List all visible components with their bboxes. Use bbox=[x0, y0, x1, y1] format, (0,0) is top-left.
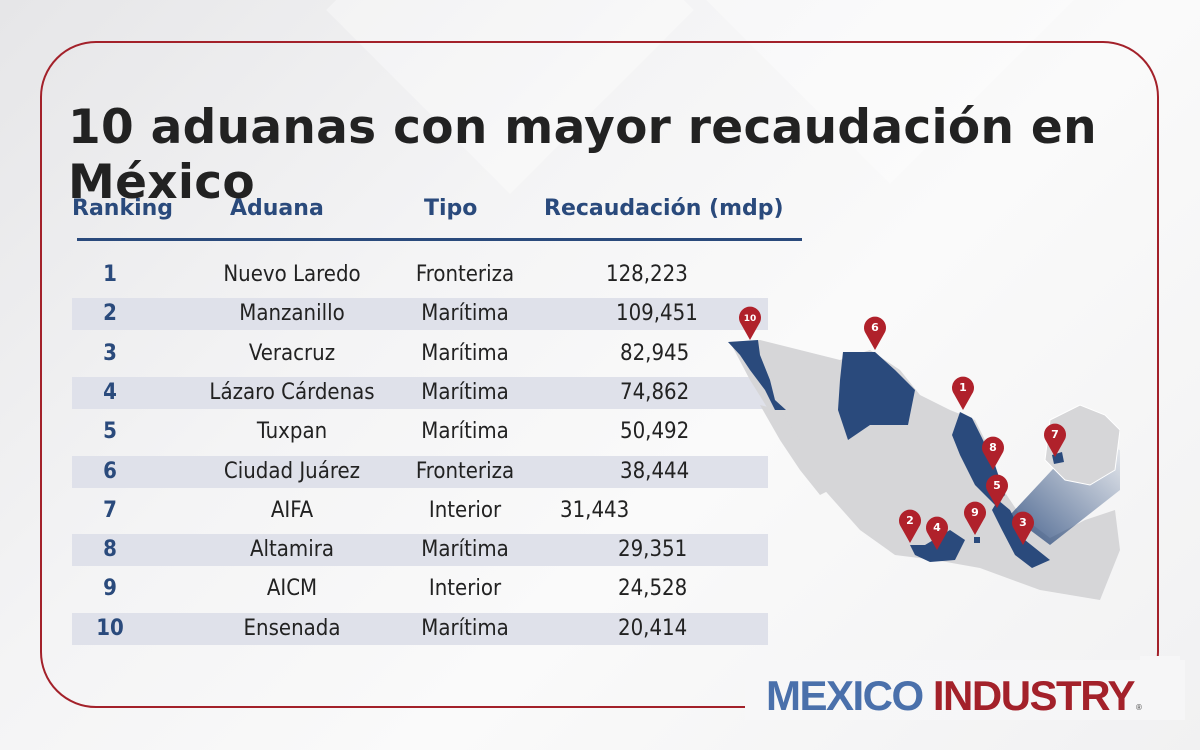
rank-cell: 2 bbox=[103, 301, 117, 327]
pin-label: 7 bbox=[1051, 428, 1059, 441]
state-baja-california bbox=[728, 340, 786, 410]
tipo-cell: Marítima bbox=[421, 340, 509, 366]
tipo-cell: Interior bbox=[428, 576, 502, 602]
aduana-cell: Nuevo Laredo bbox=[223, 262, 361, 287]
page-title: 10 aduanas con mayor recaudación en Méxi… bbox=[68, 100, 1097, 210]
recaudacion-cell: 74,862 bbox=[620, 379, 690, 405]
rank-cell: 4 bbox=[103, 379, 117, 405]
tipo-cell: Fronteriza bbox=[415, 262, 515, 287]
aduana-cell: Ciudad Juárez bbox=[223, 458, 361, 484]
recaudacion-cell: 24,528 bbox=[618, 576, 688, 602]
tipo-cell: Marítima bbox=[421, 537, 509, 563]
recaudacion-cell: 82,945 bbox=[620, 340, 690, 366]
map-pin-8: 8 bbox=[982, 436, 1004, 470]
pin-label: 5 bbox=[993, 479, 1001, 492]
map-pin-1: 1 bbox=[952, 376, 974, 410]
recaudacion-cell: 50,492 bbox=[620, 419, 690, 445]
aduana-cell: Ensenada bbox=[243, 615, 341, 641]
map-pin-10: 10 bbox=[739, 306, 761, 340]
content-frame bbox=[40, 41, 1159, 708]
recaudacion-cell: 20,414 bbox=[618, 615, 688, 641]
map-pin-7: 7 bbox=[1044, 423, 1066, 457]
map-baja bbox=[760, 405, 830, 495]
table-row: 5 Tuxpan Marítima 50,492 bbox=[72, 416, 768, 448]
map-pin-2: 2 bbox=[899, 509, 921, 543]
rank-cell: 6 bbox=[103, 458, 117, 484]
table-row: 3 Veracruz Marítima 82,945 bbox=[72, 338, 768, 370]
logo-industry: INDUSTRY bbox=[932, 672, 1136, 719]
header-aduana: Aduana bbox=[230, 196, 324, 221]
inset-region bbox=[1044, 404, 1120, 486]
pin-label: 3 bbox=[1019, 516, 1027, 529]
map-pin-9: 9 bbox=[964, 501, 986, 535]
tipo-cell: Interior bbox=[428, 497, 502, 523]
header-tipo: Tipo bbox=[424, 196, 478, 221]
table-row: 2 Manzanillo Marítima 109,451 bbox=[72, 298, 768, 331]
rank-cell: 10 bbox=[96, 615, 124, 641]
aduana-cell: Lázaro Cárdenas bbox=[209, 379, 375, 405]
table-row: 7 AIFA Interior 31,443 bbox=[72, 495, 768, 527]
table-row: 9 AICM Interior 24,528 bbox=[72, 573, 768, 605]
map-pin-6: 6 bbox=[864, 316, 886, 350]
map-pin-4: 4 bbox=[926, 516, 948, 550]
logo-mexico: MEXICO bbox=[766, 672, 924, 719]
pin-label: 10 bbox=[744, 314, 757, 324]
pin-label: 9 bbox=[971, 506, 979, 519]
logo-registered-mark: ® bbox=[1135, 703, 1142, 712]
recaudacion-cell: 31,443 bbox=[560, 497, 630, 523]
pin-label: 8 bbox=[989, 441, 997, 454]
recaudacion-cell: 38,444 bbox=[620, 458, 690, 484]
pin-label: 6 bbox=[871, 321, 879, 334]
aduana-cell: Veracruz bbox=[248, 340, 336, 366]
table-row: 1 Nuevo Laredo Fronteriza 128,223 bbox=[72, 259, 768, 291]
rank-cell: 7 bbox=[103, 497, 117, 523]
frame-gap bbox=[745, 660, 1185, 720]
tipo-cell: Marítima bbox=[421, 419, 509, 445]
aduana-cell: Tuxpan bbox=[256, 419, 328, 445]
header-divider bbox=[77, 238, 802, 241]
rank-cell: 1 bbox=[103, 262, 117, 287]
aduana-cell: AICM bbox=[266, 576, 318, 602]
aduana-cell: Manzanillo bbox=[239, 301, 345, 327]
map-pin-3: 3 bbox=[1012, 511, 1034, 545]
state-cdmx bbox=[974, 537, 980, 543]
state-chihuahua bbox=[838, 352, 915, 440]
recaudacion-cell: 29,351 bbox=[618, 537, 688, 563]
recaudacion-cell: 109,451 bbox=[616, 301, 698, 327]
header-ranking: Ranking bbox=[72, 196, 174, 221]
aduana-cell: Altamira bbox=[250, 537, 334, 563]
rank-cell: 5 bbox=[103, 419, 117, 445]
tipo-cell: Marítima bbox=[421, 379, 509, 405]
rank-cell: 9 bbox=[103, 576, 117, 602]
pin-label: 2 bbox=[906, 514, 914, 527]
frame-gap bbox=[1140, 656, 1180, 716]
table-row: 4 Lázaro Cárdenas Marítima 74,862 bbox=[72, 376, 768, 409]
rank-cell: 8 bbox=[103, 537, 117, 563]
mexico-map: 10 6 1 8 5 7 9 2 4 3 bbox=[728, 306, 1120, 600]
recaudacion-cell: 128,223 bbox=[606, 262, 688, 287]
tipo-cell: Marítima bbox=[421, 615, 509, 641]
aduana-cell: AIFA bbox=[270, 497, 314, 523]
pin-label: 4 bbox=[933, 521, 941, 534]
tipo-cell: Fronteriza bbox=[415, 458, 515, 484]
header-recaudacion: Recaudación (mdp) bbox=[544, 196, 784, 221]
pin-label: 1 bbox=[959, 381, 967, 394]
brand-logo: MEXICO INDUSTRY ® bbox=[766, 672, 1142, 720]
table-row: 8 Altamira Marítima 29,351 bbox=[72, 534, 768, 567]
rank-cell: 3 bbox=[103, 340, 117, 366]
table-row: 6 Ciudad Juárez Fronteriza 38,444 bbox=[72, 455, 768, 488]
map-pin-5: 5 bbox=[986, 474, 1008, 508]
table-row: 10 Ensenada Marítima 20,414 bbox=[72, 612, 768, 645]
tipo-cell: Marítima bbox=[421, 301, 509, 327]
